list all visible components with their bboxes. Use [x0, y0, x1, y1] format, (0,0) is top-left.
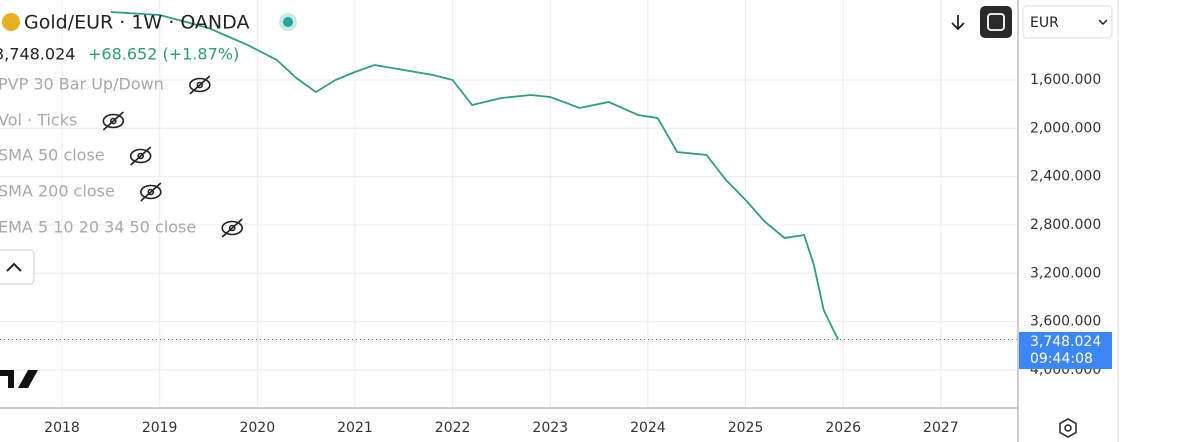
chevron-up — [6, 262, 22, 272]
plot — [0, 11, 1018, 340]
time-axis: 2018 2019 2020 2021 2022 2023 2024 2025 2026 2027 — [44, 420, 958, 436]
x-tick-label: 2027 — [923, 420, 959, 436]
x-tick-label: 2023 — [532, 420, 568, 436]
indicator-label: SMA 200 close — [0, 182, 115, 201]
indicator-label: EMA 5 10 20 34 50 close — [0, 218, 196, 237]
last-price: 3,748.024 — [0, 45, 75, 64]
symbol-title[interactable]: Gold/EUR · 1W · OANDA — [24, 12, 249, 34]
price-badge-value: 3,748.024 — [1030, 334, 1101, 350]
eye-icon — [140, 184, 162, 200]
visibility-toggle[interactable] — [129, 146, 152, 166]
eye-slash — [130, 146, 152, 166]
currency-select[interactable] — [1022, 5, 1113, 39]
x-tick-label: 2020 — [239, 420, 275, 436]
eye-pupil — [147, 188, 155, 196]
status-dot — [283, 17, 293, 27]
download-icon — [951, 15, 965, 31]
x-tick-label: 2025 — [728, 420, 764, 436]
x-tick-label: 2018 — [44, 420, 80, 436]
eye-pupil — [137, 152, 144, 160]
layout-icon — [987, 13, 1005, 31]
x-tick-label: 2021 — [337, 420, 373, 436]
x-tick-label: 2019 — [142, 420, 178, 436]
eye-icon — [102, 113, 125, 129]
currency-label: EUR — [1030, 15, 1059, 31]
eye-slash — [140, 182, 162, 202]
visibility-toggle[interactable] — [102, 111, 125, 131]
eye-pupil — [228, 224, 236, 232]
eye-slash — [102, 111, 124, 131]
x-tick-label: 2024 — [630, 420, 666, 436]
eye-slash — [189, 75, 211, 95]
price-badge — [1019, 332, 1112, 369]
dropdown-arrow — [1098, 19, 1108, 26]
indicator-label: PVP 30 Bar Up/Down — [0, 75, 164, 94]
y-tick-label: 2,400.000 — [1030, 169, 1101, 185]
x-tick-label: 2026 — [825, 420, 861, 436]
eye-icon — [221, 220, 244, 236]
indicator-label: Vol · Ticks — [0, 111, 77, 130]
eye-icon — [189, 77, 211, 93]
y-tick-label: 3,600.000 — [1030, 314, 1101, 330]
visibility-toggle[interactable] — [221, 218, 244, 238]
x-tick-label: 2022 — [435, 420, 471, 436]
indicator-list: PVP 30 Bar Up/Down Vol · Ticks SMA 50 clos… — [0, 75, 244, 238]
y-tick-label: 2,000.000 — [1030, 120, 1101, 136]
price-change: +68.652 (+1.87%) — [88, 45, 239, 64]
symbol-icon — [2, 13, 20, 31]
grid — [0, 0, 1018, 408]
settings-icon[interactable] — [1059, 418, 1077, 438]
y-tick-label: 3,200.000 — [1030, 265, 1101, 281]
settings-icon-center — [1064, 424, 1072, 432]
y-tick-label: 2,800.000 — [1030, 217, 1101, 233]
y-tick-label: 1,600.000 — [1030, 72, 1101, 88]
indicator-label: SMA 50 close — [0, 146, 105, 165]
visibility-toggle[interactable] — [140, 182, 162, 202]
eye-pupil — [110, 117, 117, 125]
eye-pupil — [196, 81, 204, 89]
eye-icon — [129, 148, 152, 164]
countdown: 09:44:08 — [1030, 351, 1093, 367]
layout-button[interactable] — [980, 6, 1012, 38]
logo — [0, 370, 38, 388]
eye-slash — [221, 218, 243, 238]
price-line — [110, 11, 840, 340]
visibility-toggle[interactable] — [189, 75, 211, 95]
